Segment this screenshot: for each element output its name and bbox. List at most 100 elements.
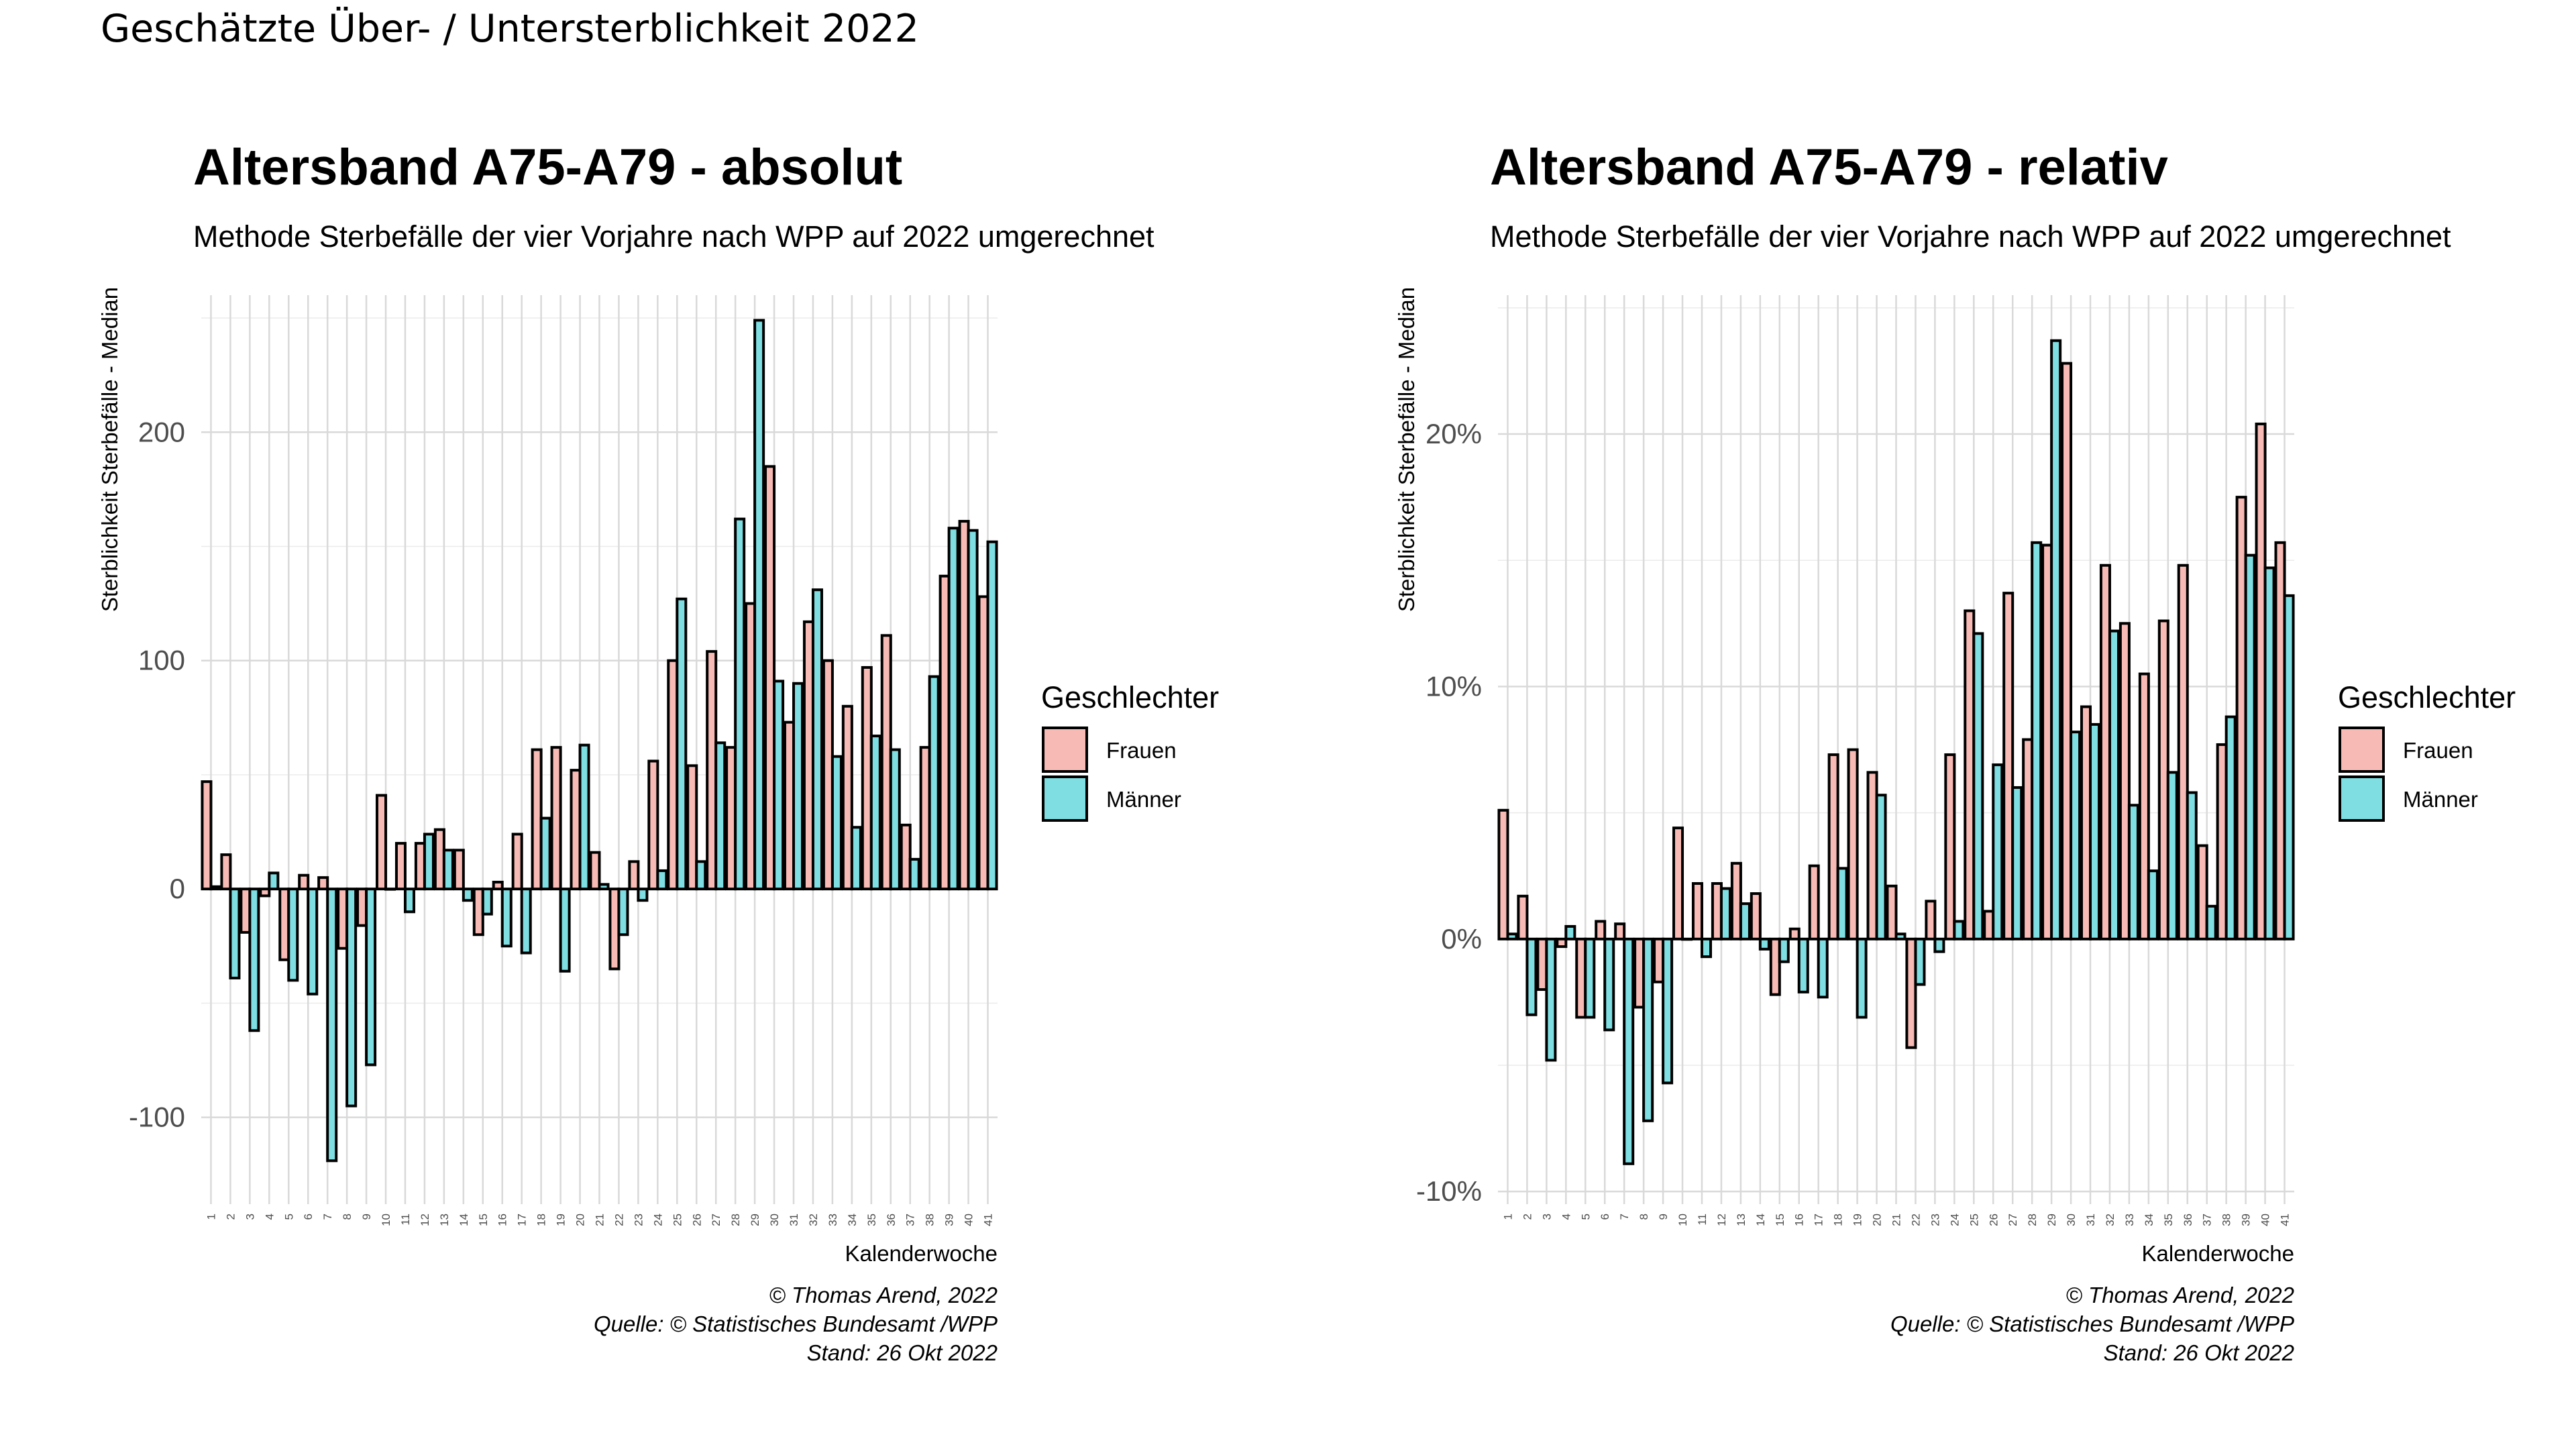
panel-relative: Altersband A75-A79 - relativ Methode Ster… — [1394, 139, 2516, 1365]
y-tick-label: -100 — [129, 1102, 185, 1133]
x-tick-label: 32 — [2104, 1214, 2116, 1226]
x-tick-label: 17 — [516, 1214, 529, 1226]
x-tick-label: 34 — [2143, 1214, 2155, 1226]
x-tick-label: 3 — [244, 1214, 256, 1220]
bar-frauen-kw33 — [2118, 622, 2131, 941]
x-tick-label: 36 — [2182, 1214, 2194, 1226]
bar-maenner-kw26 — [1992, 763, 2004, 941]
panel-subtitle: Methode Sterbefälle der vier Vorjahre na… — [1490, 219, 2451, 254]
x-tick-label: 40 — [963, 1214, 975, 1226]
bar-maenner-kw27 — [2011, 786, 2023, 941]
bar-maenner-kw6 — [1603, 937, 1615, 1032]
bar-maenner-kw24 — [1953, 920, 1965, 941]
x-tick-label: 4 — [1560, 1214, 1572, 1220]
bar-frauen-kw36 — [2177, 564, 2189, 941]
panel-absolute: Altersband A75-A79 - absolut Methode Ster… — [97, 139, 1219, 1365]
bar-maenner-kw10 — [384, 888, 396, 891]
bar-maenner-kw29 — [753, 319, 765, 891]
x-tick-label: 20 — [574, 1214, 587, 1226]
x-tick-label: 30 — [768, 1214, 781, 1226]
bar-maenner-kw33 — [830, 755, 843, 891]
y-tick-label: 20% — [1426, 418, 1482, 449]
x-tick-label: 14 — [458, 1214, 470, 1226]
bar-maenner-kw34 — [850, 826, 862, 891]
x-tick-label: 7 — [1618, 1214, 1631, 1220]
bar-maenner-kw9 — [1662, 937, 1674, 1085]
bar-maenner-kw16 — [1797, 937, 1809, 994]
bar-maenner-kw6 — [307, 888, 319, 996]
figure-suptitle: Geschätzte Über- / Untersterblichkeit 20… — [101, 6, 919, 51]
bar-maenner-kw17 — [1817, 937, 1829, 999]
bar-frauen-kw10 — [1672, 826, 1684, 941]
bar-maenner-kw21 — [598, 883, 610, 891]
caption-line: Stand: 26 Okt 2022 — [2104, 1340, 2294, 1365]
bar-maenner-kw21 — [1894, 932, 1907, 941]
legend-key-maenner — [1042, 775, 1088, 822]
x-tick-label: 35 — [2162, 1214, 2175, 1226]
bar-frauen-kw37 — [2196, 844, 2208, 941]
bar-frauen-kw21 — [589, 851, 601, 891]
bar-maenner-kw34 — [2147, 869, 2159, 941]
panel-subtitle: Methode Sterbefälle der vier Vorjahre na… — [193, 219, 1155, 254]
bar-maenner-kw30 — [773, 680, 785, 891]
x-tick-label: 9 — [360, 1214, 373, 1220]
bar-frauen-kw30 — [764, 465, 776, 891]
bar-frauen-kw27 — [2002, 592, 2015, 941]
legend-key-frauen — [1042, 727, 1088, 773]
bar-maenner-kw1 — [1506, 932, 1518, 941]
bar-frauen-kw37 — [900, 823, 912, 891]
bar-maenner-kw29 — [2050, 339, 2062, 941]
bar-maenner-kw10 — [1681, 937, 1693, 941]
y-tick-label: 10% — [1426, 670, 1482, 702]
x-tick-label: 10 — [1676, 1214, 1689, 1226]
bar-maenner-kw14 — [1758, 937, 1770, 951]
bar-maenner-kw28 — [734, 517, 746, 891]
bar-frauen-kw1 — [1497, 808, 1509, 941]
bar-maenner-kw20 — [1875, 794, 1887, 941]
x-tick-label: 33 — [826, 1214, 839, 1226]
y-axis-label: Sterblichkeit Sterbefälle - Median — [1394, 287, 1419, 612]
x-tick-label: 26 — [690, 1214, 703, 1226]
bar-maenner-kw1 — [209, 885, 221, 891]
bar-frauen-kw4 — [1556, 937, 1568, 949]
bar-frauen-kw24 — [647, 759, 659, 891]
bar-maenner-kw18 — [539, 816, 551, 891]
x-tick-label: 22 — [1909, 1214, 1922, 1226]
y-tick-label: -10% — [1416, 1175, 1482, 1207]
bar-frauen-kw6 — [1595, 920, 1607, 941]
x-tick-label: 6 — [302, 1214, 315, 1220]
bar-frauen-kw2 — [1517, 894, 1529, 941]
bar-frauen-kw21 — [1886, 884, 1898, 941]
x-tick-label: 24 — [651, 1214, 664, 1226]
bar-maenner-kw3 — [1545, 937, 1557, 1062]
caption-line: Quelle: © Statistisches Bundesamt /WPP — [1890, 1311, 2294, 1336]
x-tick-label: 21 — [594, 1214, 606, 1226]
x-tick-label: 22 — [612, 1214, 625, 1226]
x-tick-label: 29 — [2045, 1214, 2058, 1226]
bar-maenner-kw8 — [1642, 937, 1654, 1122]
bar-frauen-kw16 — [1788, 927, 1801, 941]
bar-frauen-kw11 — [1691, 881, 1703, 941]
bar-maenner-kw36 — [889, 748, 901, 891]
bar-frauen-kw13 — [1730, 861, 1742, 941]
x-tick-label: 41 — [2279, 1214, 2292, 1226]
x-tick-label: 15 — [1774, 1214, 1786, 1226]
legend-label: Männer — [1106, 787, 1181, 812]
bar-maenner-kw28 — [2031, 541, 2043, 941]
bar-maenner-kw17 — [520, 888, 532, 955]
x-tick-label: 10 — [380, 1214, 392, 1226]
x-tick-label: 30 — [2065, 1214, 2078, 1226]
x-tick-label: 31 — [788, 1214, 800, 1226]
x-tick-label: 21 — [1890, 1214, 1903, 1226]
bar-maenner-kw22 — [617, 888, 629, 936]
x-tick-label: 7 — [321, 1214, 334, 1220]
bar-frauen-kw6 — [298, 873, 310, 891]
legend-title: Geschlechter — [1041, 680, 1219, 714]
bar-frauen-kw4 — [259, 888, 271, 898]
bar-maenner-kw11 — [403, 888, 416, 914]
x-tick-label: 27 — [2006, 1214, 2019, 1226]
x-axis-label: Kalenderwoche — [845, 1241, 998, 1266]
bar-maenner-kw25 — [1972, 632, 1984, 941]
bar-maenner-kw37 — [908, 857, 920, 891]
bar-frauen-kw19 — [1847, 748, 1859, 941]
